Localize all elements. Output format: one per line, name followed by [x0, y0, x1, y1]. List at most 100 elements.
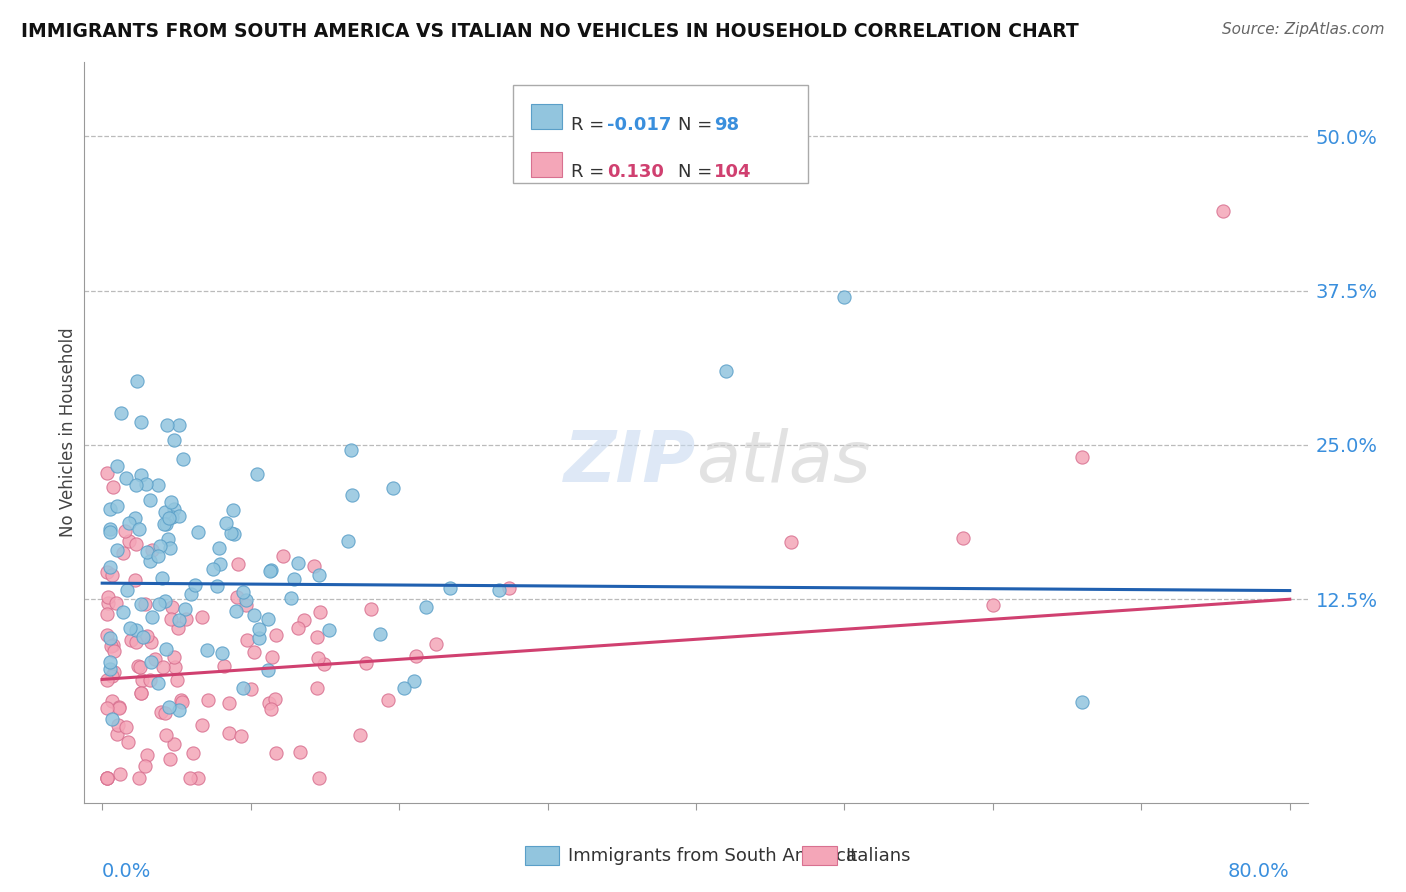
- Point: [191, 718, 214, 732]
- Text: N =: N =: [678, 116, 717, 134]
- Point: [163, 737, 186, 751]
- Point: [218, 696, 240, 710]
- Point: [181, 746, 204, 760]
- Point: [125, 624, 148, 638]
- Point: [139, 655, 162, 669]
- Point: [108, 766, 131, 780]
- Y-axis label: No Vehicles in Household: No Vehicles in Household: [59, 327, 77, 538]
- Point: [157, 699, 180, 714]
- Point: [124, 574, 146, 588]
- Point: [186, 524, 208, 539]
- Point: [292, 613, 315, 627]
- Point: [114, 720, 136, 734]
- Point: [150, 571, 173, 585]
- Point: [103, 665, 125, 680]
- Point: [166, 621, 188, 635]
- Point: [780, 534, 803, 549]
- Point: [96, 607, 118, 621]
- Point: [101, 668, 124, 682]
- Point: [97, 590, 120, 604]
- Point: [156, 532, 179, 546]
- Point: [159, 541, 181, 555]
- Point: [308, 567, 330, 582]
- Point: [143, 652, 166, 666]
- Point: [125, 635, 148, 649]
- Point: [139, 673, 162, 688]
- Point: [129, 467, 152, 482]
- Point: [236, 632, 259, 647]
- Point: [163, 433, 186, 447]
- Text: 0.0%: 0.0%: [103, 862, 152, 881]
- Point: [134, 597, 156, 611]
- Point: [100, 568, 122, 582]
- Point: [218, 726, 240, 740]
- FancyBboxPatch shape: [803, 847, 837, 865]
- Point: [98, 501, 121, 516]
- Point: [129, 597, 152, 611]
- Text: -0.017: -0.017: [607, 116, 672, 134]
- Point: [235, 598, 257, 612]
- Point: [100, 639, 122, 653]
- Point: [105, 726, 128, 740]
- Point: [98, 631, 121, 645]
- Point: [260, 563, 283, 577]
- Point: [114, 524, 136, 538]
- Point: [112, 546, 135, 560]
- Point: [256, 612, 278, 626]
- Point: [101, 693, 124, 707]
- Point: [110, 406, 132, 420]
- Point: [360, 601, 382, 615]
- Point: [157, 510, 180, 524]
- Point: [108, 699, 131, 714]
- Point: [170, 693, 193, 707]
- Point: [101, 638, 124, 652]
- Point: [834, 290, 856, 304]
- Point: [146, 675, 169, 690]
- Point: [318, 623, 340, 637]
- FancyBboxPatch shape: [524, 847, 560, 865]
- Point: [981, 599, 1004, 613]
- Point: [392, 681, 415, 695]
- Point: [283, 572, 305, 586]
- Point: [103, 644, 125, 658]
- Point: [259, 564, 281, 578]
- Point: [166, 673, 188, 687]
- Point: [246, 467, 269, 482]
- Point: [146, 478, 169, 492]
- Point: [952, 531, 974, 545]
- Point: [308, 771, 330, 785]
- Point: [125, 478, 148, 492]
- Point: [150, 706, 173, 720]
- Text: Italians: Italians: [845, 847, 911, 865]
- Point: [98, 525, 121, 540]
- Point: [153, 505, 176, 519]
- Point: [243, 608, 266, 623]
- Point: [225, 604, 247, 618]
- Point: [135, 748, 157, 763]
- Point: [165, 660, 187, 674]
- Point: [129, 659, 152, 673]
- Point: [105, 596, 128, 610]
- Point: [439, 581, 461, 595]
- Point: [349, 728, 371, 742]
- Point: [232, 681, 254, 695]
- Point: [115, 582, 138, 597]
- Point: [141, 635, 163, 649]
- Point: [155, 641, 177, 656]
- Point: [211, 646, 233, 660]
- Point: [368, 627, 391, 641]
- Point: [100, 522, 122, 536]
- Point: [488, 582, 510, 597]
- Point: [287, 620, 309, 634]
- Point: [195, 642, 218, 657]
- Point: [1071, 695, 1094, 709]
- Point: [215, 516, 238, 531]
- Point: [312, 657, 335, 672]
- Point: [115, 471, 138, 485]
- Point: [307, 681, 329, 695]
- Point: [153, 706, 176, 720]
- Point: [135, 476, 157, 491]
- Point: [97, 596, 120, 610]
- Point: [118, 533, 141, 548]
- Point: [149, 539, 172, 553]
